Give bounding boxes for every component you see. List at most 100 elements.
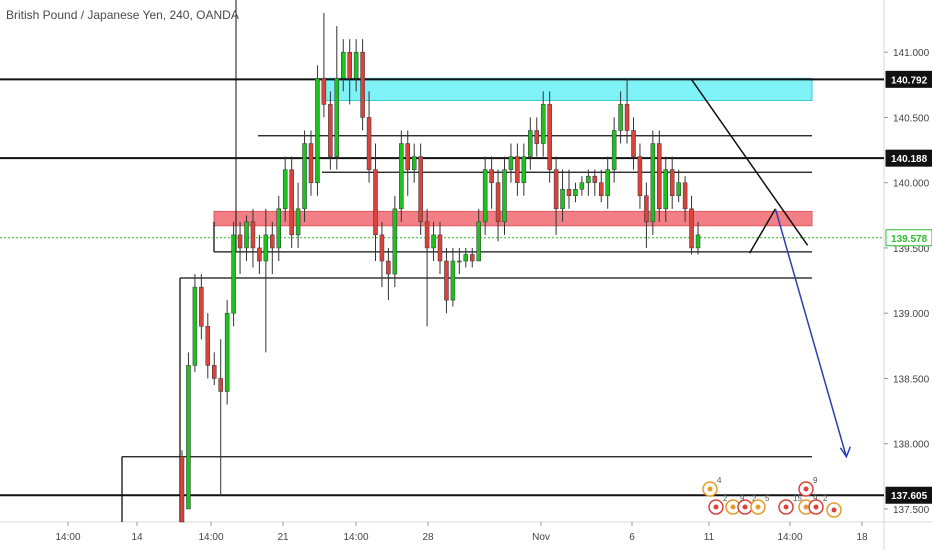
candle-body-59	[560, 188, 565, 210]
candle-body-49	[495, 182, 501, 223]
candle-body-42	[450, 260, 456, 301]
candle-body-34	[399, 143, 404, 210]
candle-body-23	[328, 104, 333, 157]
candle-body-57	[547, 104, 552, 170]
candle-body-76	[669, 169, 675, 196]
event-count-7: 9	[813, 494, 818, 503]
event-marker-dot-5	[755, 504, 761, 510]
candle-body-16	[282, 169, 288, 210]
candle-body-72	[644, 195, 649, 223]
candle-body-9	[237, 234, 243, 249]
candle-body-20	[308, 143, 314, 183]
y-tick-label-2: 140.000	[893, 179, 930, 190]
candle-body-47	[482, 169, 488, 223]
y-tick-label-7: 137.500	[893, 505, 930, 516]
y-tick-label-4: 139.000	[893, 309, 930, 320]
candle-body-0	[179, 456, 185, 523]
chart-title: British Pound / Japanese Yen, 240, OANDA	[6, 8, 239, 22]
candle-body-74	[657, 143, 662, 210]
candle-body-51	[508, 156, 514, 170]
candle-body-13	[263, 234, 269, 262]
candle-body-41	[444, 260, 449, 301]
event-marker-dot-0	[707, 486, 713, 492]
candle-body-31	[379, 234, 385, 262]
zone-demand	[213, 210, 813, 227]
candle-body-21	[315, 78, 320, 183]
event-marker-dot-2	[713, 504, 719, 510]
candle-body-14	[270, 234, 275, 249]
price-label-text-0: 140.792	[891, 75, 928, 86]
candle-body-54	[528, 130, 533, 157]
candle-body-19	[302, 143, 307, 210]
event-count-1: 9	[813, 476, 818, 485]
candle-body-28	[360, 51, 365, 118]
candle-body-48	[489, 169, 494, 183]
y-tick-label-6: 138.000	[893, 440, 930, 451]
candle-body-32	[386, 260, 391, 275]
candle-body-63	[586, 175, 591, 183]
event-marker-dot-1	[803, 486, 809, 492]
candle-body-25	[341, 51, 346, 79]
x-tick-label-7: 6	[629, 532, 635, 543]
event-count-3: 9	[740, 494, 745, 503]
candle-body-37	[418, 156, 423, 223]
candle-body-7	[224, 312, 230, 392]
x-tick-label-6: Nov	[532, 532, 550, 543]
price-label-0: 140.792	[885, 70, 932, 88]
event-count-6: 15	[793, 494, 802, 503]
projection-pullback	[748, 208, 777, 254]
candle-body-61	[573, 188, 578, 197]
candle-body-75	[663, 169, 668, 210]
candle-body-2	[192, 286, 198, 366]
candle-body-79	[689, 208, 694, 249]
event-marker-dot-8	[813, 504, 819, 510]
x-tick-label-10: 18	[856, 532, 868, 543]
event-count-2: 2	[723, 494, 728, 503]
candle-body-45	[470, 254, 475, 262]
y-tick-label-0: 141.000	[893, 48, 930, 59]
candle-body-69	[624, 104, 630, 131]
candle-body-46	[476, 221, 481, 262]
zone-supply	[321, 77, 813, 101]
candle-body-53	[521, 156, 527, 183]
candle-body-11	[250, 221, 256, 249]
candle-body-62	[579, 182, 585, 190]
price-label-text-3: 137.605	[891, 491, 928, 502]
candle-body-77	[676, 182, 681, 196]
y-tick-label-5: 138.500	[893, 374, 930, 385]
price-label-text-1: 140.188	[891, 154, 928, 165]
event-count-5: 5	[765, 494, 770, 503]
candle-body-55	[534, 130, 539, 144]
x-tick-label-1: 14	[131, 532, 143, 543]
event-marker-dot-3	[730, 504, 736, 510]
candle-body-26	[347, 51, 352, 79]
candle-body-5	[212, 365, 217, 379]
candle-body-50	[502, 169, 507, 223]
event-marker-dot-4	[742, 504, 748, 510]
candle-body-71	[637, 156, 643, 197]
price-label-box-3	[885, 486, 932, 504]
candle-body-18	[295, 208, 301, 236]
event-marker-extra-dot	[831, 507, 837, 513]
candle-body-73	[650, 143, 656, 223]
y-tick-label-3: 139.500	[893, 244, 930, 255]
candle-body-10	[244, 221, 249, 249]
x-tick-label-2: 14:00	[198, 532, 223, 543]
candle-body-22	[321, 78, 327, 105]
candle-body-65	[599, 182, 604, 196]
candle-body-6	[218, 378, 223, 392]
event-count-8: 2	[823, 494, 828, 503]
candle-body-70	[631, 130, 636, 157]
candle-body-40	[437, 234, 443, 262]
candle-body-30	[373, 169, 378, 236]
price-label-box-2	[885, 229, 932, 247]
x-tick-label-5: 28	[422, 532, 434, 543]
candle-body-43	[457, 260, 462, 263]
candle-body-64	[592, 175, 598, 183]
candle-body-68	[618, 104, 623, 131]
candle-body-15	[276, 208, 281, 249]
candle-body-38	[424, 221, 430, 249]
x-tick-label-0: 14:00	[55, 532, 80, 543]
